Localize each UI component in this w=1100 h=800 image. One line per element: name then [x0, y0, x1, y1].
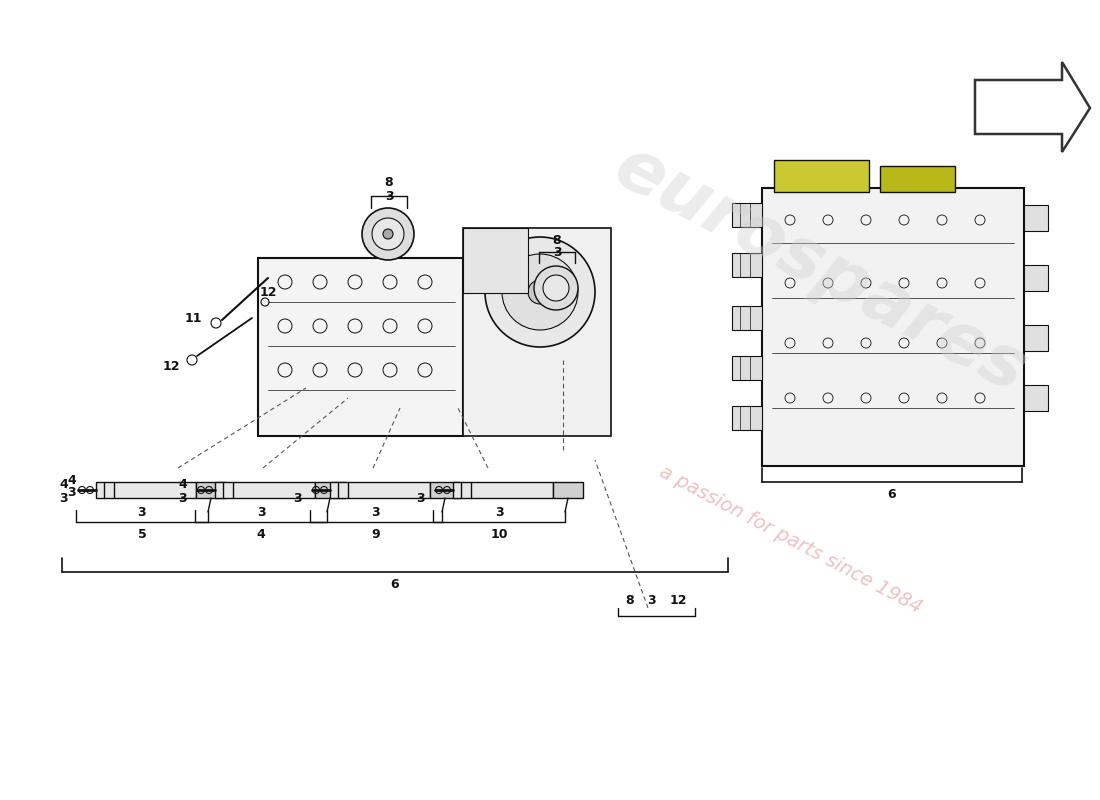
Text: 4: 4 [67, 474, 76, 486]
Text: 9: 9 [372, 529, 381, 542]
Bar [1024, 205, 1048, 231]
Bar [453, 482, 553, 498]
Text: 3: 3 [648, 594, 657, 606]
Text: 8: 8 [385, 177, 394, 190]
Text: a passion for parts since 1984: a passion for parts since 1984 [656, 462, 924, 618]
Circle shape [372, 218, 404, 250]
Text: 3: 3 [417, 491, 425, 505]
Bar [880, 166, 955, 192]
Circle shape [502, 254, 578, 330]
Bar [1024, 265, 1048, 291]
Circle shape [543, 275, 569, 301]
Text: 3: 3 [385, 190, 394, 202]
Bar [196, 482, 225, 498]
Bar [430, 482, 460, 498]
Bar [732, 356, 762, 380]
Text: eurospares: eurospares [602, 132, 1037, 408]
Circle shape [383, 229, 393, 239]
Text: 5: 5 [138, 529, 146, 542]
Bar [732, 306, 762, 330]
Bar [96, 482, 196, 498]
Text: 3: 3 [67, 486, 76, 498]
Text: 3: 3 [372, 506, 381, 518]
Bar [214, 482, 315, 498]
Bar [463, 228, 610, 436]
Text: 11: 11 [185, 311, 202, 325]
Circle shape [528, 280, 552, 304]
Text: 3: 3 [178, 491, 187, 505]
Text: 6: 6 [888, 489, 896, 502]
Bar [732, 203, 762, 227]
Text: 10: 10 [491, 529, 508, 542]
Bar [330, 482, 430, 498]
Bar [732, 253, 762, 277]
Text: 4: 4 [256, 529, 265, 542]
Text: 12: 12 [260, 286, 277, 298]
Text: 3: 3 [495, 506, 504, 518]
Text: 3: 3 [294, 491, 302, 505]
Text: 3: 3 [256, 506, 265, 518]
Bar [463, 228, 528, 293]
Text: 3: 3 [138, 506, 146, 518]
Text: 12: 12 [669, 594, 686, 606]
Bar [553, 482, 583, 498]
Bar [1024, 385, 1048, 411]
Bar [315, 482, 345, 498]
Circle shape [485, 237, 595, 347]
Circle shape [362, 208, 414, 260]
Bar [774, 160, 869, 192]
Text: 3: 3 [552, 246, 561, 258]
Text: 8: 8 [626, 594, 635, 606]
Bar [258, 258, 463, 436]
Text: 4: 4 [59, 478, 68, 491]
Circle shape [534, 266, 578, 310]
Text: 8: 8 [552, 234, 561, 246]
Bar [732, 406, 762, 430]
Text: 6: 6 [390, 578, 399, 591]
Bar [1024, 325, 1048, 351]
Text: 12: 12 [163, 359, 180, 373]
Bar [762, 188, 1024, 466]
Text: 3: 3 [59, 491, 68, 505]
Text: 4: 4 [178, 478, 187, 491]
